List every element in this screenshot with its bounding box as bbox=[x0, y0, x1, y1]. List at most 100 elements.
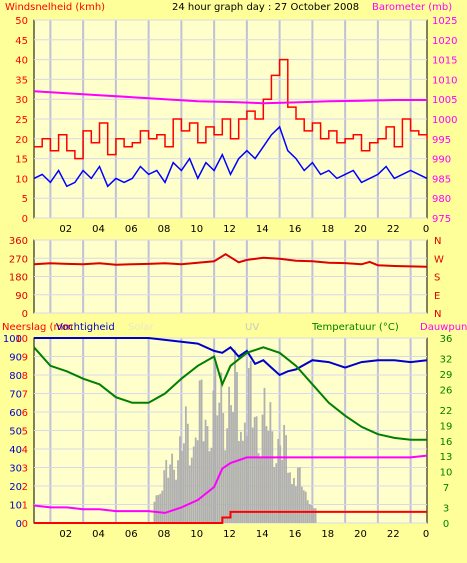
solar-bar bbox=[251, 427, 254, 523]
barometer-axis-title: Barometer (mb) bbox=[372, 2, 452, 13]
solar-bar bbox=[192, 446, 195, 523]
humidity-y-tick-label: 50 bbox=[9, 427, 22, 438]
solar-bar bbox=[257, 453, 260, 523]
barometer-y-tick-label: 1010 bbox=[432, 75, 457, 86]
humidity-y-tick-label: 0 bbox=[16, 519, 22, 530]
solar-bar bbox=[281, 459, 284, 523]
rain-y-tick-label: 8 bbox=[22, 371, 28, 382]
x-tick-label: 0 bbox=[423, 529, 429, 540]
rain-y-tick-label: 2 bbox=[22, 482, 28, 493]
solar-bar bbox=[283, 424, 286, 523]
temperature-y-tick-label: 13 bbox=[440, 452, 453, 463]
temperature-y-tick-label: 0 bbox=[443, 519, 449, 530]
solar-bar bbox=[295, 486, 297, 523]
barometer-y-tick-label: 985 bbox=[432, 174, 451, 185]
wind-y-tick-label: 45 bbox=[15, 36, 28, 47]
humidity-y-tick-label: 100 bbox=[3, 334, 22, 345]
solar-bar bbox=[287, 472, 289, 523]
x-tick-label: 06 bbox=[125, 224, 138, 235]
rain-series bbox=[34, 510, 427, 524]
rain-y-tick-label: 7 bbox=[22, 390, 28, 401]
solar-bar bbox=[312, 508, 315, 523]
wind-y-tick-label: 20 bbox=[15, 135, 28, 146]
solar-bar bbox=[216, 415, 219, 523]
x-tick-label: 04 bbox=[92, 529, 105, 540]
solar-bar bbox=[255, 416, 258, 523]
solar-bar bbox=[300, 486, 303, 523]
solar-bar bbox=[159, 493, 162, 523]
solar-bar bbox=[249, 360, 252, 523]
solar-bar bbox=[202, 441, 205, 523]
solar-bar bbox=[247, 368, 250, 523]
solar-bar bbox=[267, 430, 270, 523]
solar-bar bbox=[161, 490, 164, 523]
wind-y-tick-label: 5 bbox=[22, 194, 28, 205]
barometer-y-tick-label: 1000 bbox=[432, 115, 457, 126]
solar-bar bbox=[253, 417, 256, 523]
solar-bar bbox=[179, 436, 181, 523]
solar-bar bbox=[175, 479, 177, 523]
temperature-y-tick-label: 7 bbox=[443, 483, 449, 494]
solar-bar bbox=[218, 402, 221, 523]
solar-bar bbox=[263, 387, 266, 523]
solar-bar bbox=[289, 472, 291, 523]
x-tick-label: 04 bbox=[92, 224, 105, 235]
barometer-y-tick-label: 1015 bbox=[432, 56, 457, 67]
direction-y-tick-label: 270 bbox=[9, 254, 28, 265]
direction-compass-label: N bbox=[434, 236, 441, 247]
wind-y-tick-label: 0 bbox=[22, 214, 28, 225]
solar-bar bbox=[273, 467, 276, 523]
x-tick-label: 02 bbox=[59, 529, 72, 540]
solar-bar bbox=[245, 435, 248, 523]
x-tick-label: 0 bbox=[423, 224, 429, 235]
x-tick-label: 06 bbox=[125, 529, 138, 540]
x-tick-label: 08 bbox=[158, 529, 171, 540]
x-tick-label: 20 bbox=[354, 529, 367, 540]
humidity-y-tick-label: 10 bbox=[9, 501, 22, 512]
humidity-y-tick-label: 30 bbox=[9, 464, 22, 475]
temperature-y-tick-label: 22 bbox=[440, 406, 453, 417]
direction-compass-label: W bbox=[434, 254, 444, 265]
wind-y-tick-label: 40 bbox=[15, 56, 28, 67]
direction-y-tick-label: 0 bbox=[22, 309, 28, 320]
wind-y-tick-label: 15 bbox=[15, 155, 28, 166]
temperature-y-tick-label: 16 bbox=[440, 437, 453, 448]
wind-speed-axis-title: Windsnelheid (kmh) bbox=[5, 2, 105, 13]
solar-bar bbox=[155, 495, 158, 523]
humidity-y-tick-label: 90 bbox=[9, 353, 22, 364]
solar-bar bbox=[171, 453, 174, 523]
solar-bar bbox=[236, 372, 238, 523]
solar-bar bbox=[226, 428, 229, 523]
solar-bar bbox=[228, 386, 231, 523]
solar-bar bbox=[308, 504, 311, 523]
solar-bar bbox=[261, 414, 264, 523]
barometer-y-tick-label: 995 bbox=[432, 135, 451, 146]
solar-bar bbox=[314, 508, 317, 523]
direction-y-tick-label: 90 bbox=[15, 291, 28, 302]
solar-bar bbox=[198, 380, 201, 523]
direction-compass-label: N bbox=[434, 309, 441, 320]
solar-bar bbox=[196, 440, 199, 523]
wind-direction-series bbox=[33, 253, 428, 268]
rain-y-tick-label: 10 bbox=[15, 334, 28, 345]
solar-bar bbox=[310, 505, 313, 523]
wind-y-tick-label: 10 bbox=[15, 174, 28, 185]
solar-bar bbox=[220, 372, 223, 523]
solar-bar bbox=[204, 419, 207, 523]
solar-bar bbox=[234, 349, 236, 523]
solar-bar bbox=[243, 422, 246, 523]
x-tick-label: 22 bbox=[387, 224, 400, 235]
solar-bar bbox=[293, 477, 295, 523]
solar-bar bbox=[190, 457, 193, 523]
solar-bar bbox=[214, 362, 217, 523]
humidity-y-tick-label: 70 bbox=[9, 390, 22, 401]
solar-bar bbox=[212, 390, 215, 523]
x-tick-label: 14 bbox=[256, 224, 269, 235]
wind-avg-series bbox=[33, 125, 428, 188]
solar-bar bbox=[188, 465, 191, 523]
solar-bar bbox=[184, 406, 187, 523]
solar-bar bbox=[186, 423, 189, 523]
solar-bar bbox=[277, 438, 280, 523]
uv-label: UV bbox=[245, 322, 259, 333]
